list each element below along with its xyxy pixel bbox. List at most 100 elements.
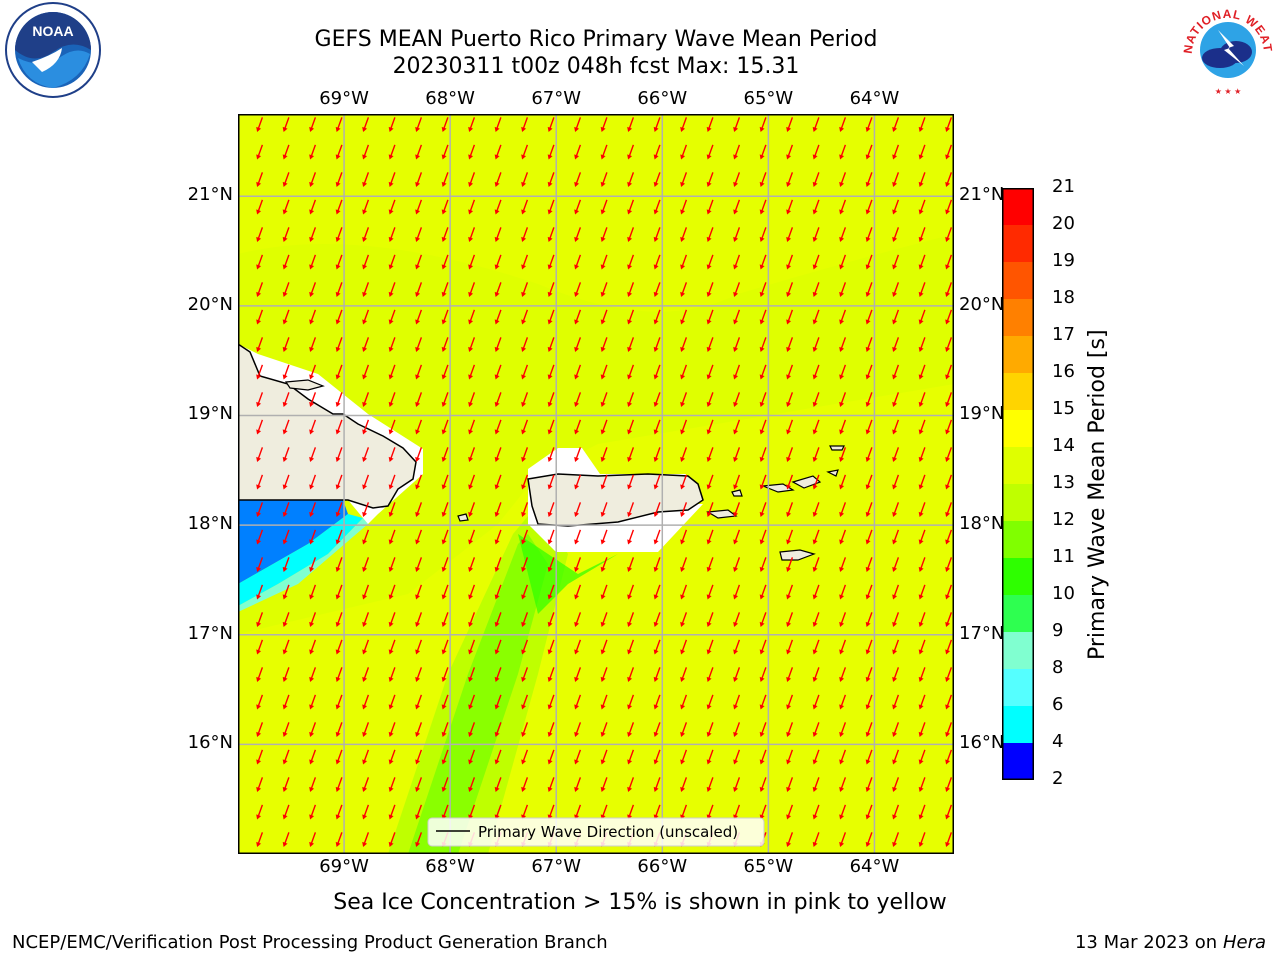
wave-arrow <box>733 227 741 242</box>
wave-arrow <box>653 282 661 297</box>
wave-arrow <box>494 199 502 215</box>
colorbar-tick-label-2: 19 <box>1052 250 1075 271</box>
wave-arrow <box>839 832 847 847</box>
wave-arrow <box>839 227 847 242</box>
colorbar-band-7 <box>1002 447 1034 485</box>
wave-arrow <box>786 474 794 490</box>
wave-arrow <box>335 474 343 490</box>
wave-arrow <box>786 694 794 710</box>
map-frame <box>238 114 954 854</box>
wave-arrow <box>812 612 820 627</box>
period-band-12-channel <box>408 534 548 854</box>
wave-arrow <box>892 804 900 820</box>
wave-arrow <box>786 364 794 380</box>
wave-arrow <box>256 612 264 627</box>
wave-arrow <box>892 639 900 655</box>
wave-arrow <box>839 639 847 655</box>
wave-arrow <box>362 199 370 215</box>
wave-arrow <box>733 502 741 517</box>
wave-arrow <box>309 557 317 572</box>
wave-arrow <box>494 419 502 435</box>
lat-label-right-0: 21°N <box>959 184 1005 206</box>
wave-arrow <box>759 419 767 435</box>
wave-arrow <box>335 722 343 737</box>
wave-arrow <box>574 639 582 655</box>
wave-arrow <box>759 749 767 765</box>
nws-logo-icon: NATIONAL WEATHER SERVICE ★ ★ ★ <box>1178 0 1275 97</box>
wave-arrow <box>812 804 820 820</box>
wave-arrow <box>627 282 635 297</box>
wave-arrow <box>945 612 953 627</box>
wave-arrow <box>812 364 820 380</box>
wave-arrow <box>574 584 582 600</box>
wave-arrow <box>839 199 847 215</box>
wave-arrow <box>839 612 847 627</box>
wave-arrow <box>892 282 900 297</box>
wave-arrow <box>494 557 502 572</box>
wave-arrow <box>892 447 900 462</box>
wave-arrow <box>759 172 767 187</box>
wave-arrow <box>865 337 873 352</box>
wave-arrow <box>733 529 741 545</box>
wave-arrow <box>282 749 290 765</box>
wave-arrow <box>468 529 476 545</box>
wave-arrow <box>892 612 900 627</box>
colorbar-tick-label-5: 16 <box>1052 361 1075 382</box>
wave-arrow <box>494 529 502 545</box>
wave-arrow <box>653 392 661 407</box>
map-legend: Primary Wave Direction (unscaled) <box>427 817 765 847</box>
wave-arrow <box>759 639 767 655</box>
wave-arrow <box>494 694 502 710</box>
wave-arrow <box>388 667 396 682</box>
wave-arrow <box>786 529 794 545</box>
wave-arrow <box>547 392 555 407</box>
wave-arrow <box>521 502 529 517</box>
wave-arrow <box>812 557 820 572</box>
wave-arrow <box>547 254 555 270</box>
wave-arrow <box>468 557 476 572</box>
wave-arrow <box>680 529 688 545</box>
wave-arrow <box>362 749 370 765</box>
wave-arrow <box>759 117 767 132</box>
wave-arrow <box>441 474 449 490</box>
wave-arrow <box>945 392 953 407</box>
wave-arrow <box>653 144 661 160</box>
wave-arrow <box>362 777 370 792</box>
colorbar-band-9 <box>1002 521 1034 559</box>
wave-arrow <box>945 777 953 792</box>
wave-arrow <box>945 584 953 600</box>
wave-arrow <box>865 777 873 792</box>
lon-label-bottom-3: 66°W <box>637 856 688 877</box>
wave-arrow <box>600 309 608 325</box>
wave-arrow <box>945 117 953 132</box>
wave-arrow <box>468 474 476 490</box>
wave-arrow <box>494 584 502 600</box>
wave-arrow <box>680 639 688 655</box>
wave-arrow <box>415 199 423 215</box>
wave-arrow <box>415 309 423 325</box>
st-thomas-island <box>762 483 795 493</box>
wave-arrow <box>415 144 423 160</box>
wave-arrow <box>892 694 900 710</box>
wave-arrow <box>680 199 688 215</box>
wave-arrow <box>600 502 608 517</box>
wave-arrow <box>388 529 396 545</box>
wave-arrow <box>865 557 873 572</box>
wave-arrow <box>388 419 396 435</box>
wave-arrow <box>256 172 264 187</box>
wave-arrow <box>415 419 423 435</box>
wave-arrow <box>574 722 582 737</box>
wave-arrow <box>786 337 794 352</box>
wave-arrow <box>759 529 767 545</box>
wave-arrow <box>865 144 873 160</box>
wave-arrow <box>309 749 317 765</box>
wave-arrow <box>521 639 529 655</box>
wave-arrow <box>680 144 688 160</box>
wave-arrow <box>309 804 317 820</box>
wave-arrow <box>282 227 290 242</box>
wave-arrow <box>256 502 264 517</box>
wave-arrow <box>627 199 635 215</box>
wave-arrow <box>256 557 264 572</box>
wave-arrow <box>600 557 608 572</box>
wave-arrow <box>786 804 794 820</box>
